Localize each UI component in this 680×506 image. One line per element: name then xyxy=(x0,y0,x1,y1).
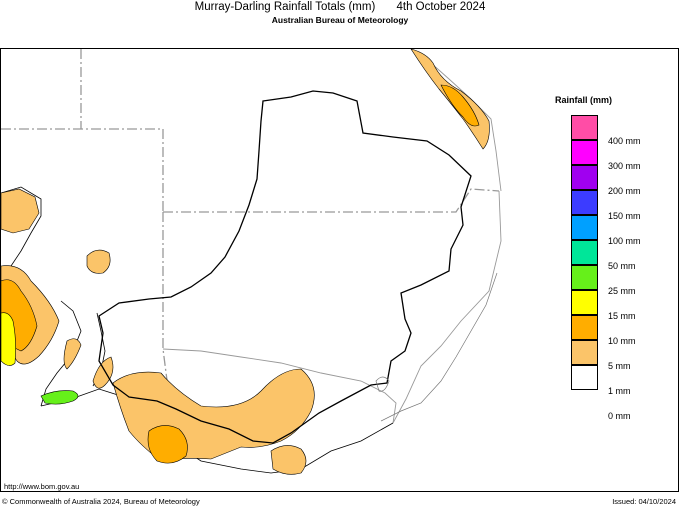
border-qld-nsw xyxy=(163,188,500,213)
legend-label-400: 400 mm xyxy=(608,136,641,146)
rainfall-map xyxy=(1,49,502,475)
rain-area-sa-4 xyxy=(63,338,82,370)
map-area xyxy=(0,48,679,492)
legend-swatch-1 xyxy=(571,365,598,390)
legend-swatch-5 xyxy=(571,340,598,365)
legend-label-0: 0 mm xyxy=(608,411,631,421)
title-text: Murray-Darling Rainfall Totals (mm) xyxy=(194,1,376,13)
map-title: Murray-Darling Rainfall Totals (mm) 4th … xyxy=(0,0,680,14)
legend-swatch-10 xyxy=(571,315,598,340)
legend-label-300: 300 mm xyxy=(608,161,641,171)
border-nsw-vic xyxy=(162,348,397,424)
rain-area-gippsland xyxy=(270,445,307,475)
map-subtitle: Australian Bureau of Meteorology xyxy=(271,15,409,25)
legend-label-5: 5 mm xyxy=(608,361,631,371)
legend-swatch-100 xyxy=(571,215,598,240)
lake-outline xyxy=(375,376,390,392)
title-date: 4th October 2024 xyxy=(396,1,486,13)
rain-area-qld-5mm xyxy=(440,84,480,127)
legend-label-25: 25 mm xyxy=(608,286,636,296)
rain-area-sa-2 xyxy=(86,249,111,274)
rain-area-vic-5mm xyxy=(147,425,188,464)
legend-swatch-25 xyxy=(571,265,598,290)
legend-label-50: 50 mm xyxy=(608,261,636,271)
legend-title: Rainfall (mm) xyxy=(555,95,613,105)
legend-swatch-150 xyxy=(571,190,598,215)
legend-swatch-15 xyxy=(571,290,598,315)
legend-label-15: 15 mm xyxy=(608,311,636,321)
rain-area-kangaroo-island xyxy=(40,390,79,405)
legend-label-200: 200 mm xyxy=(608,186,641,196)
border-sa-nsw-vic xyxy=(162,212,170,397)
legend-label-10: 10 mm xyxy=(608,336,636,346)
legend-swatch-400 xyxy=(571,115,598,140)
rain-area-sa-10mm xyxy=(1,312,16,366)
basin-boundary xyxy=(98,90,472,444)
legend-swatch-300 xyxy=(571,140,598,165)
issued-date: Issued: 04/10/2024 xyxy=(612,497,676,506)
coast-sa-west xyxy=(1,186,42,270)
legend-label-150: 150 mm xyxy=(608,211,641,221)
rain-area-sa-1 xyxy=(1,188,40,234)
bom-url[interactable]: http://www.bom.gov.au xyxy=(4,482,80,491)
copyright-text: © Commonwealth of Australia 2024, Bureau… xyxy=(2,497,200,506)
legend-swatch-200 xyxy=(571,165,598,190)
legend-swatch-50 xyxy=(571,240,598,265)
coast-nsw xyxy=(392,190,502,424)
coast-outline-east xyxy=(380,272,498,422)
legend-label-100: 100 mm xyxy=(608,236,641,246)
legend-label-1: 1 mm xyxy=(608,386,631,396)
rain-area-sa-5 xyxy=(92,356,114,389)
